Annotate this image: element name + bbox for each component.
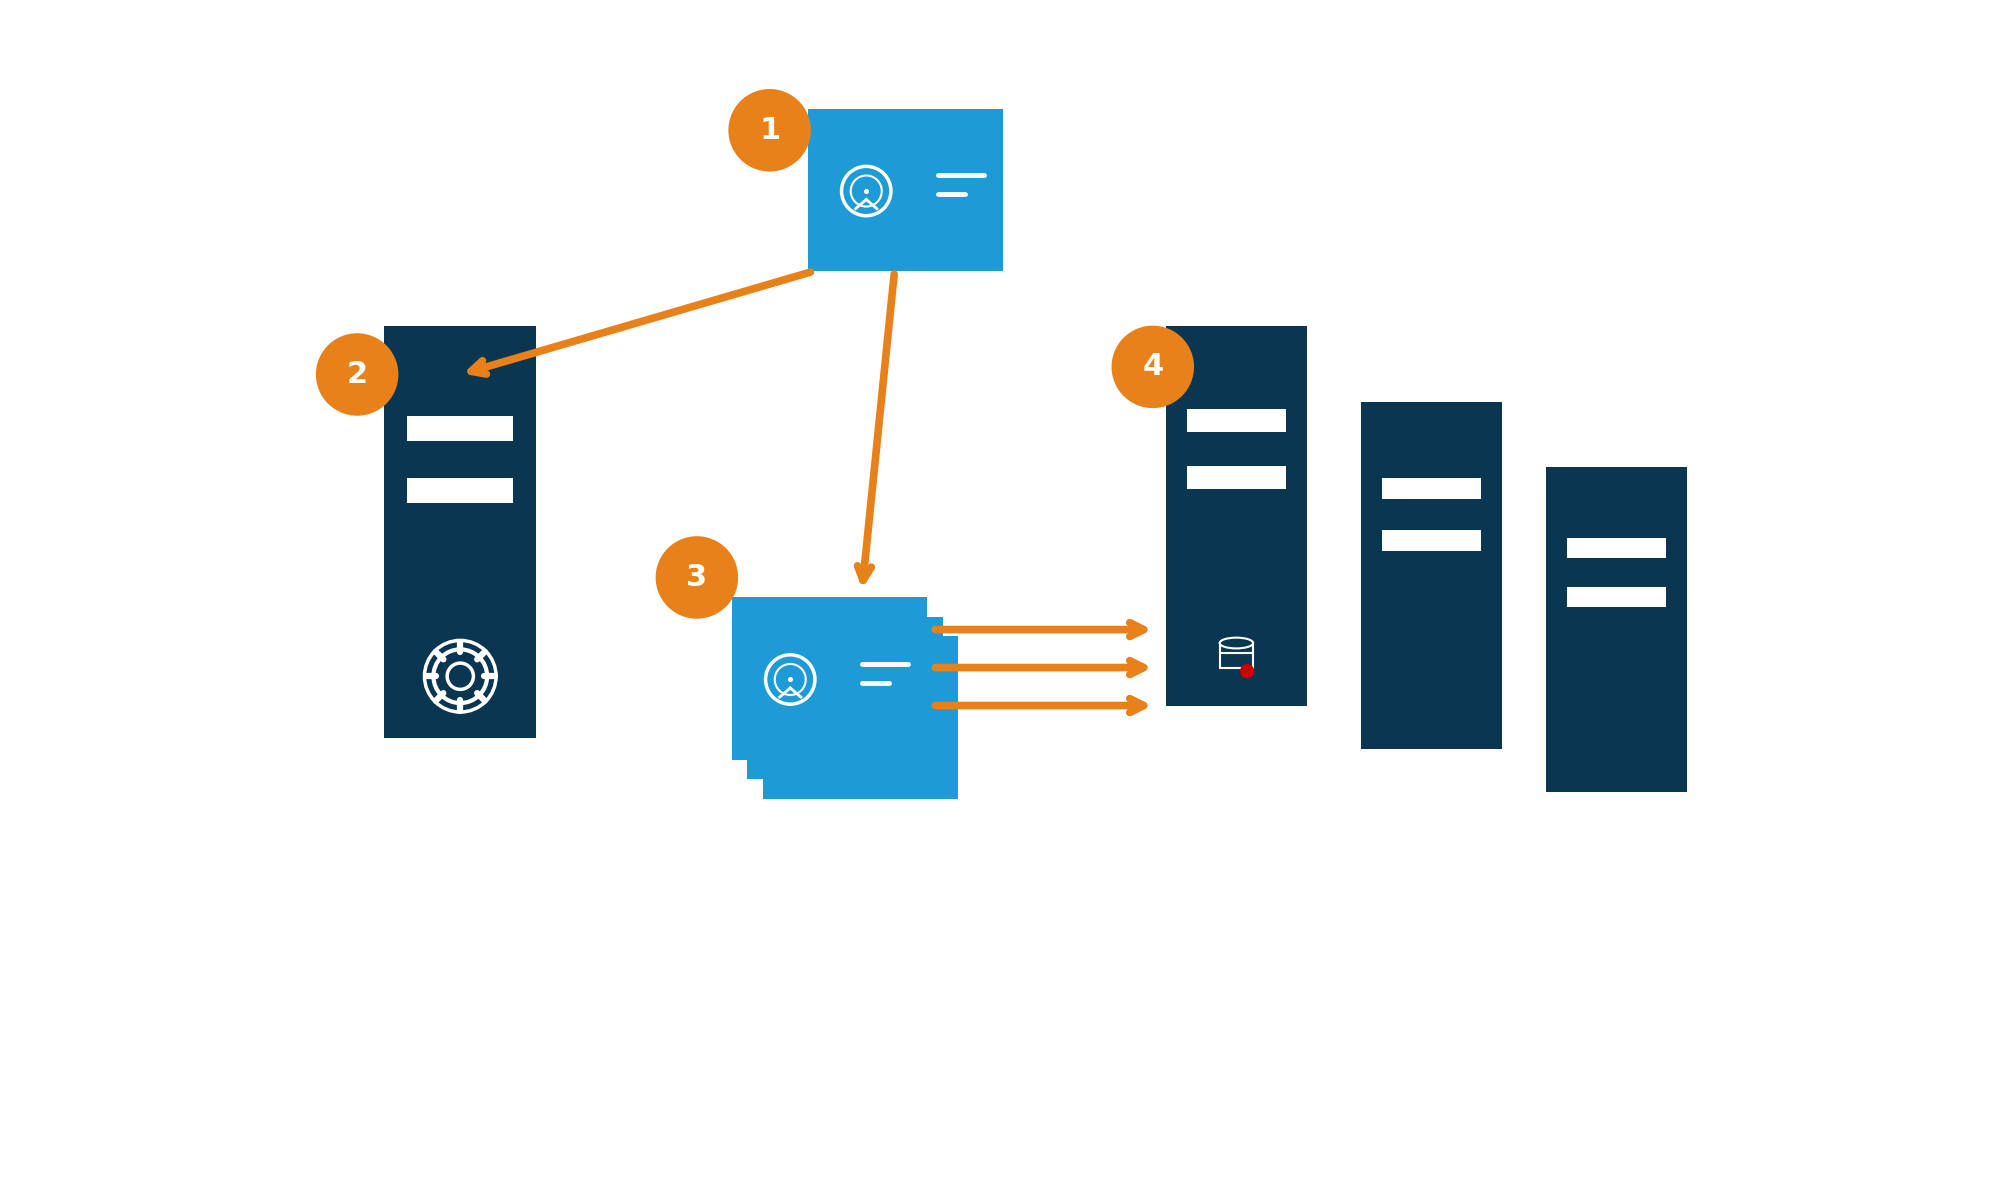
FancyBboxPatch shape (1381, 478, 1480, 499)
FancyBboxPatch shape (1219, 644, 1253, 669)
FancyBboxPatch shape (748, 616, 942, 780)
FancyBboxPatch shape (1381, 530, 1480, 550)
Circle shape (656, 536, 738, 618)
FancyBboxPatch shape (1361, 401, 1502, 749)
Circle shape (315, 333, 399, 416)
Ellipse shape (1219, 638, 1253, 648)
Text: 4: 4 (1141, 352, 1163, 381)
Circle shape (1239, 664, 1253, 678)
Circle shape (728, 90, 810, 172)
FancyBboxPatch shape (1165, 326, 1307, 706)
FancyBboxPatch shape (808, 109, 1002, 271)
FancyBboxPatch shape (1566, 587, 1664, 607)
Text: 2: 2 (347, 359, 367, 389)
Circle shape (1111, 326, 1193, 408)
FancyBboxPatch shape (1187, 410, 1285, 432)
FancyBboxPatch shape (732, 597, 926, 759)
FancyBboxPatch shape (385, 326, 535, 738)
FancyBboxPatch shape (1187, 466, 1285, 490)
Text: 1: 1 (758, 116, 780, 144)
FancyBboxPatch shape (1546, 467, 1686, 793)
FancyBboxPatch shape (407, 417, 513, 441)
FancyBboxPatch shape (407, 479, 513, 503)
FancyBboxPatch shape (1566, 538, 1664, 558)
FancyBboxPatch shape (762, 636, 958, 799)
Text: 3: 3 (686, 562, 708, 592)
